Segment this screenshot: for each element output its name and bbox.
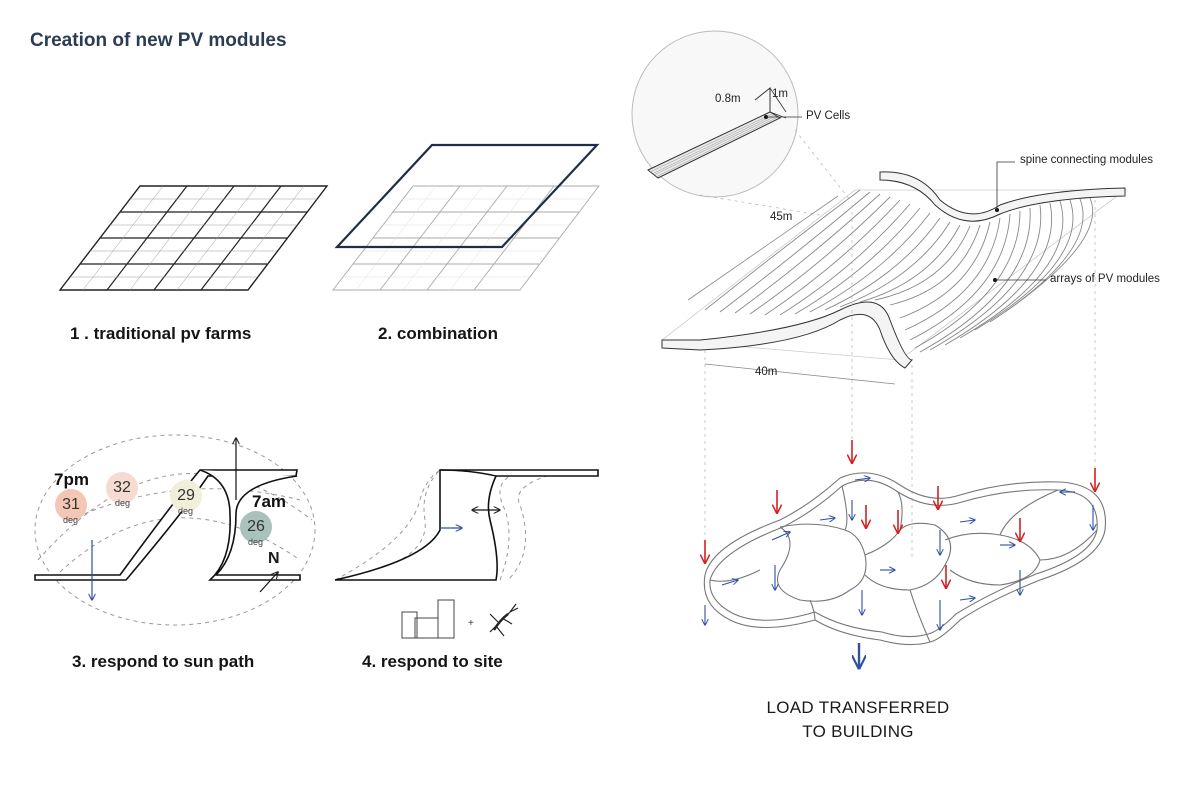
- width-dimension-label: 40m: [755, 366, 778, 378]
- projection-lines: [704, 200, 1096, 560]
- load-caption: LOAD TRANSFERRED TO BUILDING: [756, 696, 960, 744]
- site-response-diagram: [334, 469, 599, 581]
- combination-diagram: [332, 143, 600, 291]
- step-4-label: 4. respond to site: [362, 652, 503, 671]
- step-3-label: 3. respond to sun path: [72, 652, 255, 671]
- sun-angle-value: 31: [62, 496, 80, 513]
- page-title: Creation of new PV modules: [30, 30, 287, 51]
- sun-angle-unit: deg: [115, 498, 131, 508]
- load-caption-line-1: LOAD TRANSFERRED: [766, 698, 950, 717]
- svg-text:+: +: [468, 618, 474, 629]
- arrays-label: arrays of PV modules: [1050, 273, 1160, 285]
- module-height-label: 1m: [772, 88, 788, 100]
- sun-angle-29: 29: [170, 480, 202, 512]
- sun-angle-unit: deg: [248, 537, 264, 547]
- sun-angle-32: 32: [106, 472, 138, 504]
- module-width-label: 0.8m: [715, 93, 741, 105]
- force-flow-arrows: [705, 478, 1093, 630]
- sun-angle-26: 26: [240, 511, 272, 543]
- time-label-7am: 7am: [252, 492, 287, 511]
- step-2-label: 2. combination: [378, 324, 498, 343]
- buildings-icon: [401, 599, 455, 639]
- sun-angle-value: 32: [113, 479, 131, 496]
- pv-array-roof: [660, 161, 1127, 385]
- north-label: N: [268, 550, 280, 567]
- load-caption-line-2: TO BUILDING: [802, 722, 914, 741]
- load-arrows: [705, 440, 1095, 588]
- insect-icon: [489, 603, 519, 637]
- step-1-label: 1 . traditional pv farms: [70, 324, 252, 343]
- sun-angle-31: 31: [55, 489, 87, 521]
- pv-farm-grid: [58, 185, 329, 291]
- time-label-7pm: 7pm: [54, 470, 89, 489]
- spine-label: spine connecting modules: [1020, 154, 1153, 166]
- sun-angle-unit: deg: [178, 506, 194, 516]
- pv-cells-label: PV Cells: [806, 110, 851, 122]
- length-dimension-label: 45m: [770, 211, 793, 223]
- sun-angle-value: 26: [247, 518, 265, 535]
- structural-frame: [703, 472, 1106, 646]
- sun-angle-unit: deg: [63, 515, 79, 525]
- sun-path-diagram: [34, 434, 316, 626]
- sun-angle-value: 29: [177, 487, 195, 504]
- module-detail-magnifier: [631, 30, 851, 216]
